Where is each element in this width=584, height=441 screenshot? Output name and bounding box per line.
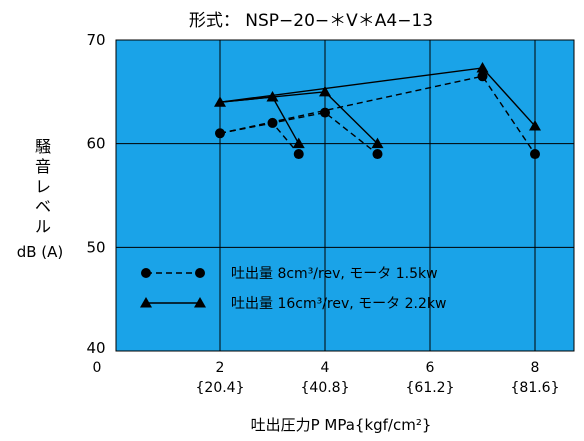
y-axis-unit: dB (A) xyxy=(17,243,64,261)
y-axis-label-char: レ xyxy=(35,177,51,196)
data-point-triangle xyxy=(319,85,331,97)
legend-label: 吐出量 8cm³/rev, モータ 1.5kw xyxy=(231,266,438,282)
data-point-triangle xyxy=(476,61,489,73)
y-axis-label-char: ル xyxy=(35,217,51,236)
y-tick-labels: 40 50 60 70 xyxy=(86,31,105,357)
series-1 xyxy=(215,71,540,160)
y-tick-label: 60 xyxy=(86,135,105,153)
data-point-circle xyxy=(477,71,488,82)
x-origin-label: 0 xyxy=(93,360,102,376)
series-2 xyxy=(214,61,541,149)
series-line xyxy=(219,75,536,155)
legend: 吐出量 8cm³/rev, モータ 1.5kw 吐出量 16cm³/rev, モー… xyxy=(140,266,446,312)
data-point-circle xyxy=(195,268,205,278)
legend-label: 吐出量 16cm³/rev, モータ 2.2kw xyxy=(231,296,446,312)
data-point-triangle xyxy=(214,96,226,107)
x-tick-sublabel: {20.4} xyxy=(196,380,245,396)
x-tick-sublabel: {81.6} xyxy=(511,380,560,396)
data-point-circle xyxy=(267,117,278,128)
x-tick-label: 8 xyxy=(531,360,540,376)
data-point-circle xyxy=(530,149,540,160)
data-point-circle xyxy=(141,268,151,278)
data-point-triangle xyxy=(371,137,384,149)
plot-area xyxy=(115,39,575,352)
x-tick-label: 6 xyxy=(426,360,435,376)
series-layer xyxy=(214,61,541,160)
x-tick-sublabel: {61.2} xyxy=(406,380,455,396)
y-tick-label: 70 xyxy=(86,31,105,49)
y-axis-label-char: 騒 xyxy=(35,137,51,156)
x-tick-sublabel: {40.8} xyxy=(301,380,350,396)
data-point-triangle xyxy=(266,91,279,102)
data-point-circle xyxy=(320,107,330,118)
data-point-triangle xyxy=(529,120,541,131)
data-point-triangle xyxy=(140,297,152,308)
data-point-triangle xyxy=(194,297,206,308)
y-tick-label: 50 xyxy=(86,238,105,256)
x-tick-label: 4 xyxy=(321,360,330,376)
chart-title: 形式： NSP−20−＊V＊A4−13 xyxy=(189,11,433,31)
x-tick-labels: 2 {20.4} 4 {40.8} 6 {61.2} 8 {81.6} xyxy=(196,360,560,396)
y-tick-label: 40 xyxy=(86,339,105,357)
x-tick-label: 2 xyxy=(216,360,225,376)
data-point-triangle xyxy=(292,137,305,149)
data-point-circle xyxy=(293,149,304,160)
data-point-circle xyxy=(372,149,383,160)
y-axis-label-char: 音 xyxy=(35,157,51,176)
x-axis-label: 吐出圧力P MPa{kgf/cm²} xyxy=(251,416,432,434)
y-axis-label-char: ベ xyxy=(35,197,51,216)
data-point-circle xyxy=(215,128,225,139)
